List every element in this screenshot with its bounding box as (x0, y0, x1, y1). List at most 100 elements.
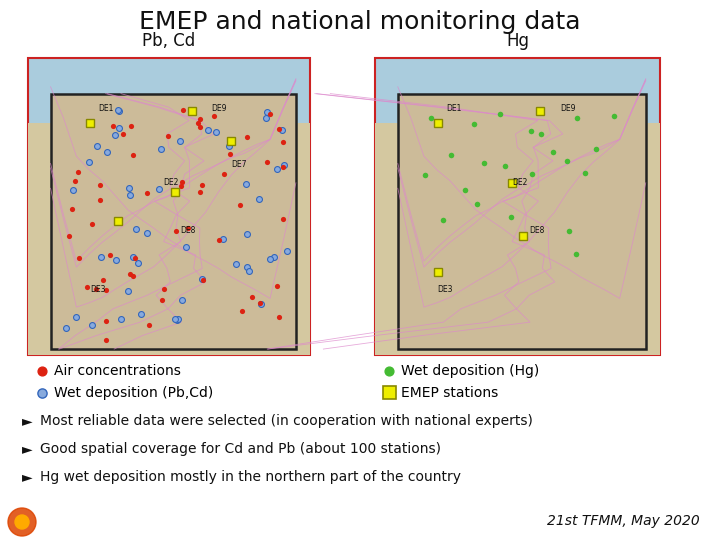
Point (181, 243, 192, 252)
Point (104, 251, 115, 259)
Point (194, 122, 205, 131)
FancyBboxPatch shape (397, 93, 646, 349)
Point (197, 274, 208, 283)
Point (153, 184, 165, 193)
Point (276, 215, 288, 224)
Point (171, 315, 183, 324)
Point (95, 253, 107, 261)
Point (437, 215, 449, 224)
Point (570, 249, 582, 258)
Point (459, 185, 471, 194)
Point (525, 127, 536, 136)
Point (143, 320, 155, 329)
Point (86, 220, 98, 228)
Point (169, 315, 181, 323)
Point (158, 285, 170, 294)
Point (171, 227, 182, 235)
Point (247, 292, 258, 301)
Point (110, 255, 122, 264)
Point (269, 253, 280, 261)
Text: DE1: DE1 (99, 104, 114, 113)
Point (223, 142, 235, 151)
Point (536, 129, 547, 138)
Point (253, 195, 265, 204)
Point (547, 147, 559, 156)
Point (175, 182, 186, 191)
Point (192, 119, 204, 128)
Point (260, 114, 271, 123)
Point (426, 113, 437, 122)
Point (174, 137, 186, 145)
Point (84, 157, 95, 166)
Point (67, 186, 78, 195)
Text: Good spatial coverage for Cd and Pb (about 100 stations): Good spatial coverage for Cd and Pb (abo… (40, 442, 441, 456)
Bar (28, 58, 310, 355)
Point (123, 184, 135, 192)
Point (107, 122, 118, 130)
Point (142, 188, 153, 197)
Point (278, 137, 289, 146)
Point (505, 212, 517, 221)
Text: Hg: Hg (506, 32, 529, 50)
Point (194, 115, 205, 124)
Point (176, 178, 188, 186)
Point (125, 122, 136, 130)
Bar (519, 232, 527, 240)
Point (135, 310, 147, 319)
Point (572, 114, 583, 123)
Point (73, 254, 85, 262)
Point (445, 151, 456, 159)
Point (196, 180, 207, 189)
Point (36, 389, 48, 397)
Point (71, 312, 82, 321)
Point (177, 105, 189, 114)
Text: DE2: DE2 (163, 178, 179, 187)
Point (419, 170, 431, 179)
Point (91, 285, 102, 294)
Point (383, 367, 395, 375)
Point (182, 224, 194, 232)
Point (125, 191, 136, 199)
Point (129, 253, 140, 262)
Point (112, 105, 124, 114)
Point (60, 324, 72, 333)
Point (63, 232, 75, 240)
Point (132, 259, 143, 268)
Point (230, 260, 242, 268)
Point (101, 317, 112, 326)
Point (264, 255, 275, 264)
Point (113, 124, 125, 132)
Bar (536, 107, 544, 116)
Point (197, 275, 209, 284)
Text: Air concentrations: Air concentrations (54, 364, 181, 378)
Point (494, 110, 505, 118)
Circle shape (15, 515, 29, 529)
Point (127, 151, 139, 159)
Point (261, 108, 273, 117)
Point (210, 128, 222, 137)
Point (208, 112, 220, 120)
Text: DE7: DE7 (231, 160, 246, 170)
Point (141, 228, 153, 237)
Text: DE8: DE8 (529, 226, 544, 235)
Point (100, 336, 112, 345)
Point (241, 132, 253, 141)
Text: DE3: DE3 (438, 285, 453, 294)
Point (278, 161, 289, 170)
Point (81, 282, 92, 291)
Text: DE9: DE9 (560, 104, 576, 113)
Point (256, 300, 267, 309)
Point (563, 226, 575, 235)
Point (94, 180, 106, 189)
Bar (383, 386, 396, 399)
Bar (433, 268, 441, 276)
Point (117, 130, 129, 138)
Bar (508, 179, 516, 187)
Point (156, 295, 168, 304)
Point (282, 246, 293, 255)
Point (236, 307, 248, 315)
Text: Hg wet deposition mostly in the northern part of the country: Hg wet deposition mostly in the northern… (40, 470, 461, 484)
Text: DE3: DE3 (90, 285, 106, 294)
Point (86, 321, 97, 330)
Bar (227, 137, 235, 145)
